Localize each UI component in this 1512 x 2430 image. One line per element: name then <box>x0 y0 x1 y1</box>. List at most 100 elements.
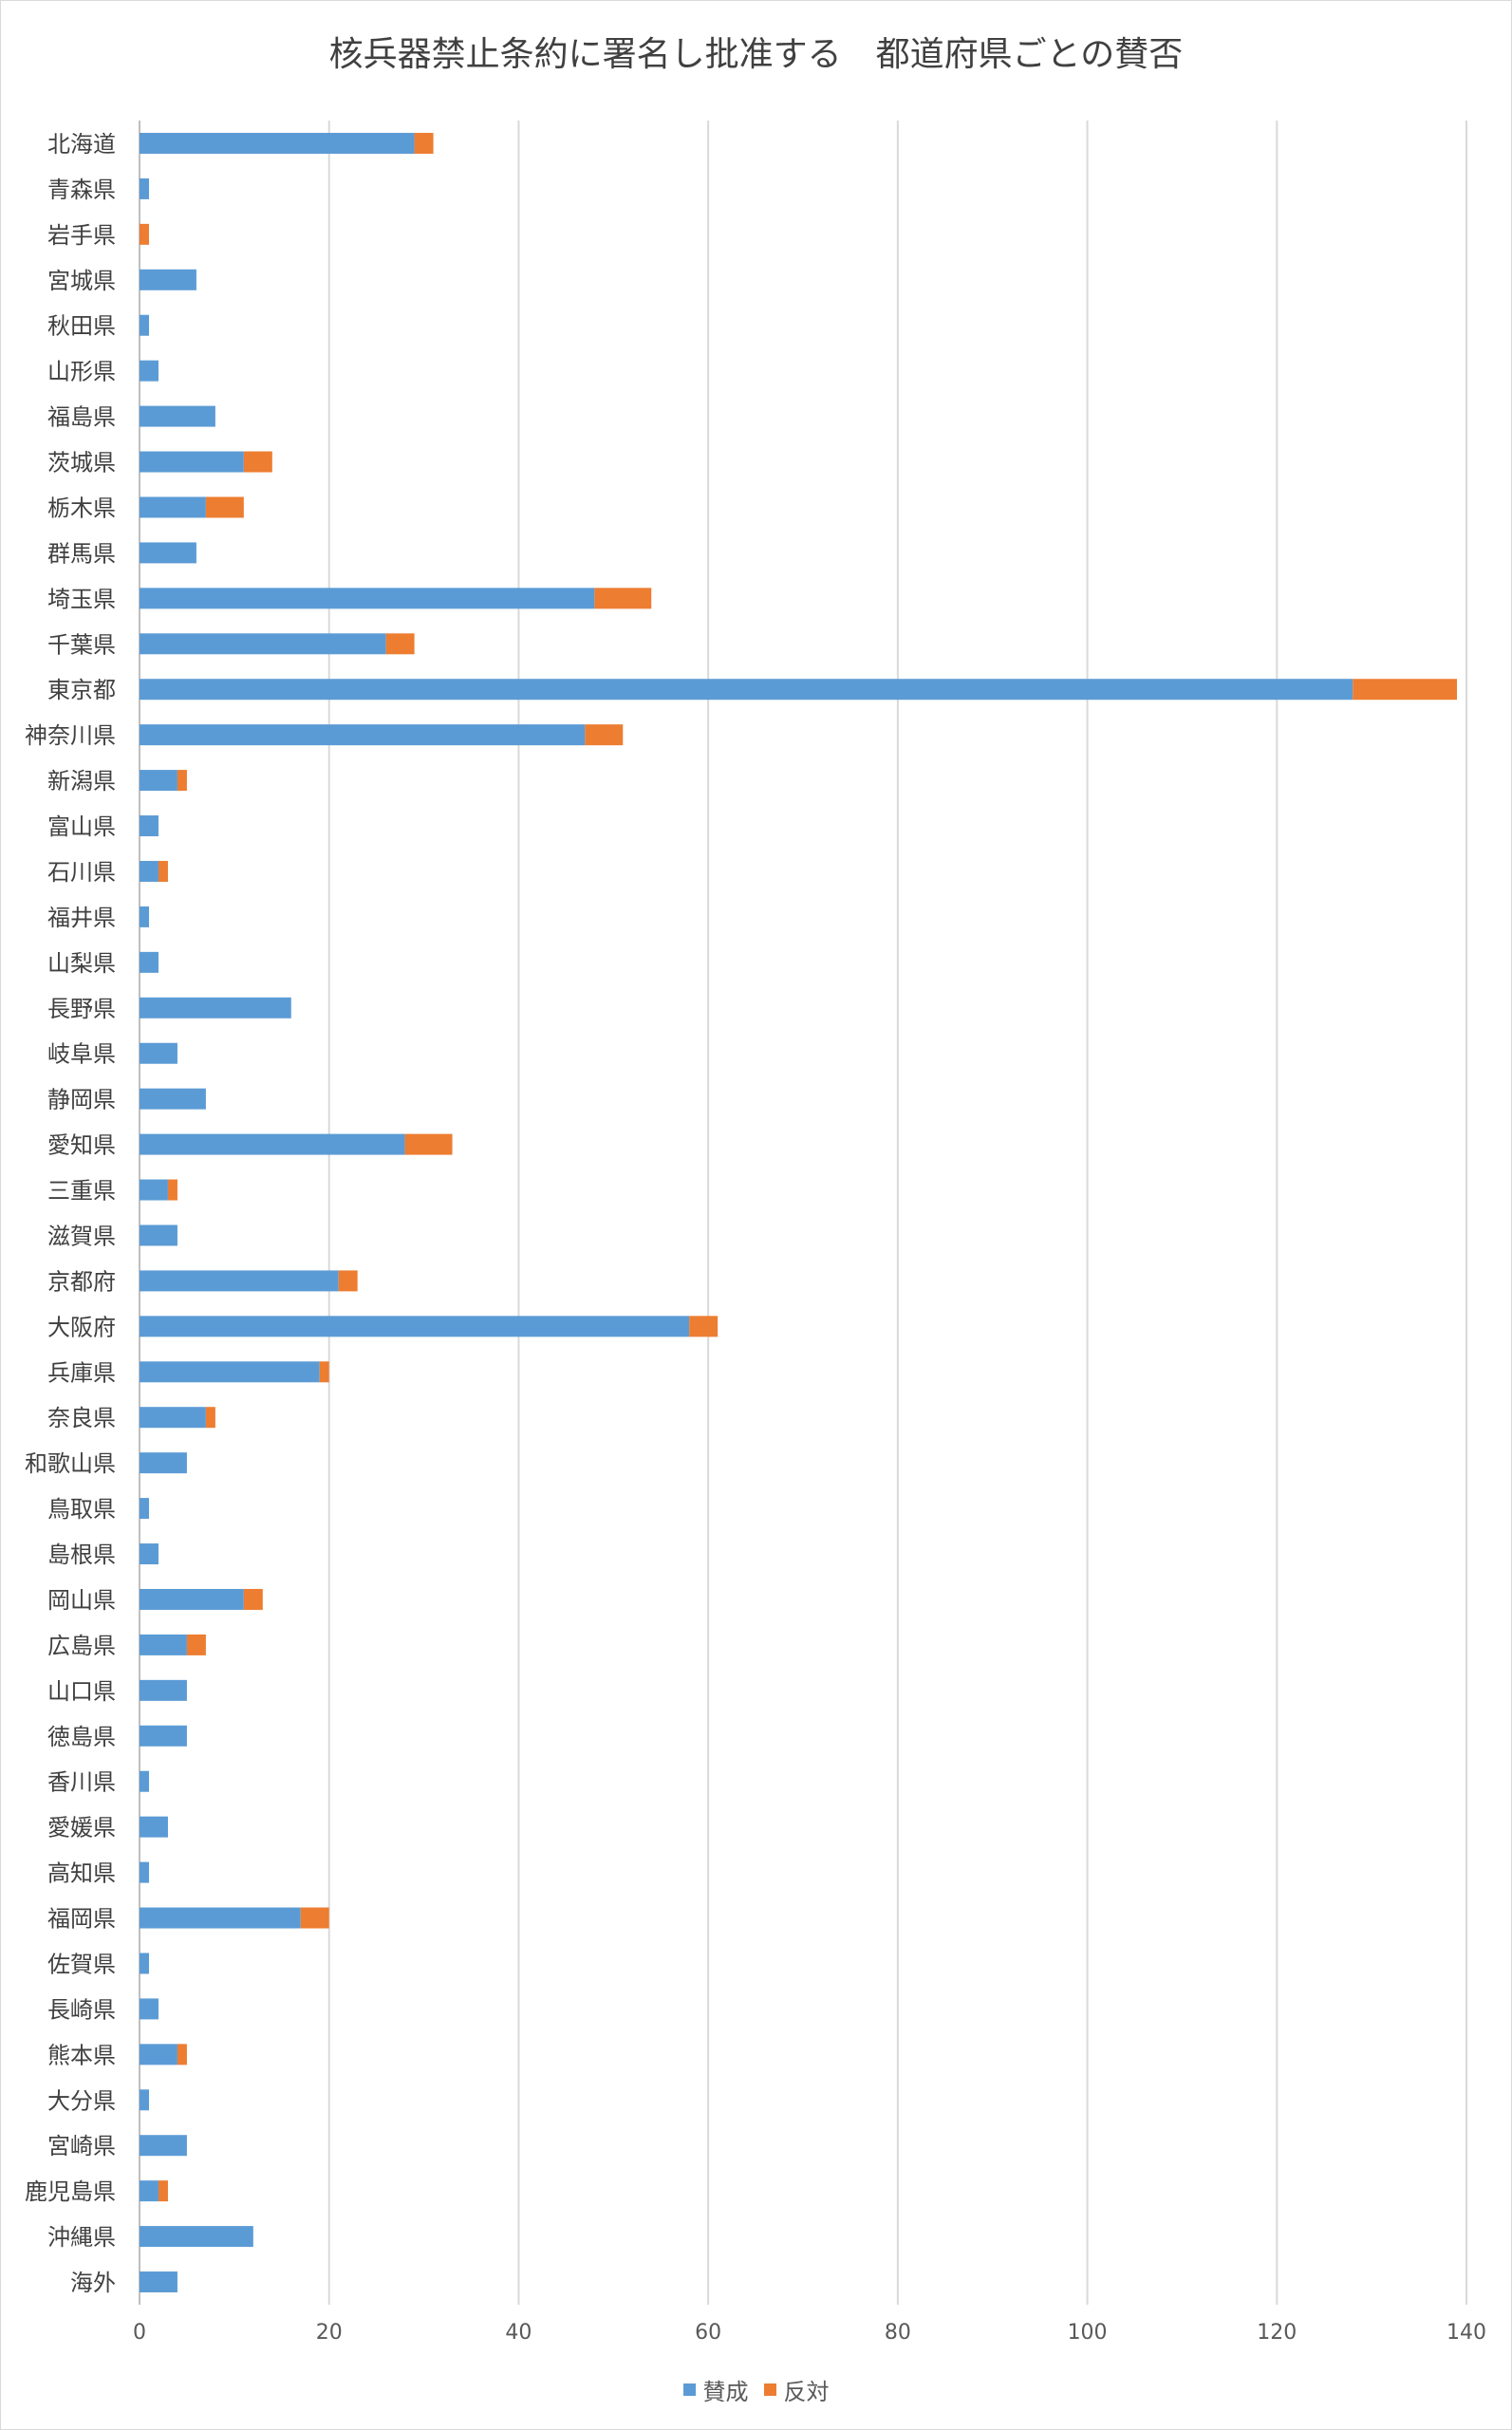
legend-item: 反対 <box>763 2373 830 2406</box>
bar-oppose <box>177 2044 187 2066</box>
bar-oppose <box>338 1270 358 1292</box>
category-label: 山梨県 <box>47 950 116 977</box>
x-tick-label: 120 <box>1257 2321 1297 2345</box>
category-label: 熊本県 <box>47 2042 116 2068</box>
category-label: 徳島県 <box>47 1724 116 1750</box>
category-label: 東京都 <box>47 677 116 703</box>
category-label: 宮崎県 <box>47 2133 116 2159</box>
category-label: 高知県 <box>47 1860 116 1887</box>
bar-approve <box>140 1361 320 1383</box>
bar-oppose <box>205 496 244 518</box>
category-label: 青森県 <box>47 177 116 203</box>
legend-label: 賛成 <box>702 2379 749 2405</box>
category-label: 大分県 <box>47 2087 116 2114</box>
bar-oppose <box>1353 679 1458 701</box>
x-tick-label: 40 <box>505 2321 532 2345</box>
bar-approve <box>140 679 1353 701</box>
category-label: 京都府 <box>47 1268 116 1295</box>
category-label: 和歌山県 <box>25 1450 116 1477</box>
category-label: 沖縄県 <box>47 2224 116 2251</box>
x-tick-label: 100 <box>1068 2321 1108 2345</box>
bar-oppose <box>585 724 624 746</box>
category-label: 長野県 <box>47 996 116 1022</box>
category-label: 鹿児島県 <box>25 2178 116 2205</box>
category-label: 大阪府 <box>47 1314 116 1340</box>
category-label: 滋賀県 <box>47 1223 116 1249</box>
category-label: 新潟県 <box>47 768 116 794</box>
category-label: 神奈川県 <box>25 722 116 749</box>
bar-oppose <box>385 633 415 655</box>
bar-oppose <box>167 1179 177 1201</box>
category-label: 北海道 <box>47 131 116 158</box>
category-label: 静岡県 <box>47 1087 116 1113</box>
bar-oppose <box>158 2180 168 2202</box>
category-label: 愛媛県 <box>47 1815 116 1841</box>
category-label: 岩手県 <box>47 222 116 249</box>
bar-approve <box>140 314 149 336</box>
bar-approve <box>140 1907 301 1929</box>
bar-approve <box>140 1543 159 1565</box>
bar-approve <box>140 633 386 655</box>
bar-approve <box>140 1042 177 1064</box>
category-label: 茨城県 <box>47 450 116 477</box>
category-label: 石川県 <box>47 859 116 886</box>
bar-approve <box>140 405 215 427</box>
bar-oppose <box>404 1133 453 1155</box>
bar-approve <box>140 770 177 792</box>
bar-approve <box>140 906 149 927</box>
category-label: 島根県 <box>47 1542 116 1568</box>
legend-item: 賛成 <box>682 2373 749 2406</box>
bar-approve <box>140 997 291 1019</box>
bar-oppose <box>140 223 149 245</box>
bar-approve <box>140 1179 168 1201</box>
bar-oppose <box>243 1588 263 1610</box>
bar-approve <box>140 360 159 382</box>
bar-approve <box>140 178 149 199</box>
bar-approve <box>140 496 206 518</box>
bar-approve <box>140 2135 187 2157</box>
x-tick-label: 80 <box>885 2321 911 2345</box>
category-label: 富山県 <box>47 813 116 840</box>
bar-approve <box>140 1270 339 1292</box>
bar-approve <box>140 2089 149 2111</box>
bar-approve <box>140 588 595 609</box>
bar-approve <box>140 724 586 746</box>
category-label: 山形県 <box>47 359 116 385</box>
legend-swatch <box>682 2383 696 2396</box>
bar-oppose <box>186 1634 206 1655</box>
bar-approve <box>140 1725 187 1747</box>
bar-approve <box>140 2226 253 2248</box>
bar-approve <box>140 1861 149 1883</box>
category-label: 広島県 <box>47 1633 116 1659</box>
category-label: 兵庫県 <box>47 1359 116 1386</box>
bar-oppose <box>594 588 652 609</box>
bar-approve <box>140 2180 159 2202</box>
bar-oppose <box>300 1907 329 1929</box>
bar-approve <box>140 269 196 290</box>
category-label: 香川県 <box>47 1769 116 1796</box>
bar-oppose <box>689 1316 719 1337</box>
bar-approve <box>140 1498 149 1520</box>
bar-approve <box>140 1316 690 1337</box>
bar-approve <box>140 132 415 154</box>
category-label: 海外 <box>70 2270 116 2296</box>
bar-oppose <box>158 860 168 882</box>
bar-approve <box>140 1634 187 1655</box>
bar-oppose <box>243 451 272 473</box>
bar-approve <box>140 1816 168 1838</box>
category-label: 宮城県 <box>47 268 116 294</box>
bar-approve <box>140 1679 187 1701</box>
bar-approve <box>140 2271 177 2293</box>
category-label: 埼玉県 <box>47 586 116 612</box>
x-tick-label: 0 <box>133 2321 146 2345</box>
category-label: 鳥取県 <box>47 1496 116 1523</box>
bar-approve <box>140 542 196 564</box>
category-label: 奈良県 <box>47 1405 116 1431</box>
x-tick-label: 60 <box>695 2321 721 2345</box>
bar-approve <box>140 1588 244 1610</box>
x-tick-label: 140 <box>1447 2321 1486 2345</box>
bar-oppose <box>414 132 434 154</box>
category-label: 千葉県 <box>47 631 116 658</box>
